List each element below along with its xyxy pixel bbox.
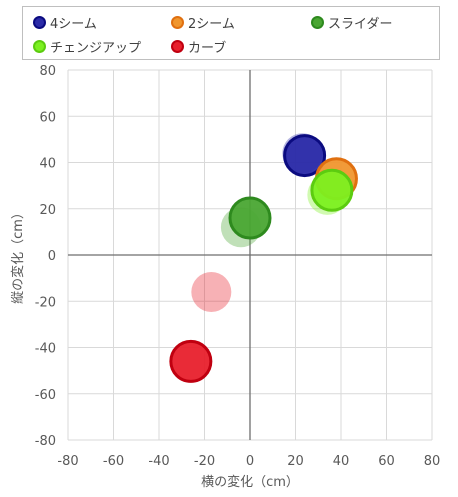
y-tick-label: -20 bbox=[35, 295, 56, 310]
legend-label: カーブ bbox=[188, 41, 227, 56]
data-point-4-solid bbox=[310, 168, 354, 212]
x-axis-title: 横の変化（cm） bbox=[201, 474, 299, 490]
x-tick-label: -60 bbox=[103, 454, 124, 469]
y-tick-label: -40 bbox=[35, 342, 56, 357]
legend-label: 4シーム bbox=[50, 17, 97, 32]
y-tick-label: 40 bbox=[39, 157, 56, 172]
legend-item: チェンジアップ bbox=[33, 37, 141, 56]
x-tick-label: 20 bbox=[287, 454, 304, 469]
y-tick-label: 20 bbox=[39, 203, 56, 218]
y-axis-title: 縦の変化（cm） bbox=[10, 206, 26, 304]
y-tick-label: -80 bbox=[35, 434, 56, 449]
x-tick-label: 40 bbox=[333, 454, 350, 469]
x-tick-label: 60 bbox=[378, 454, 395, 469]
legend-marker bbox=[33, 16, 46, 29]
y-tick-label: 0 bbox=[48, 249, 56, 264]
y-tick-label: -60 bbox=[35, 388, 56, 403]
y-tick-label: 60 bbox=[39, 110, 56, 125]
x-tick-label: -20 bbox=[194, 454, 215, 469]
data-point-5-faded bbox=[191, 272, 232, 312]
legend-item: 4シーム bbox=[33, 13, 97, 32]
x-tick-label: -40 bbox=[148, 454, 169, 469]
y-tick-label: 80 bbox=[39, 64, 56, 79]
legend-marker bbox=[171, 40, 184, 53]
legend-item: カーブ bbox=[171, 37, 226, 56]
x-tick-label: -80 bbox=[57, 454, 78, 469]
legend-marker bbox=[171, 16, 184, 29]
legend-label: チェンジアップ bbox=[50, 41, 142, 56]
data-point-5-solid bbox=[169, 339, 213, 383]
x-tick-label: 80 bbox=[424, 454, 441, 469]
legend-item: スライダー bbox=[311, 13, 392, 32]
legend-item: 2シーム bbox=[171, 13, 235, 32]
legend-marker bbox=[311, 16, 324, 29]
legend-label: 2シーム bbox=[188, 17, 235, 32]
x-tick-label: 0 bbox=[246, 454, 254, 469]
chart-legend: 4シーム 2シーム スライダーチェンジアップ カーブ bbox=[22, 6, 440, 60]
data-point-1-solid bbox=[283, 134, 327, 178]
legend-label: スライダー bbox=[328, 17, 393, 32]
legend-marker bbox=[33, 40, 46, 53]
data-point-3-solid bbox=[228, 196, 272, 240]
